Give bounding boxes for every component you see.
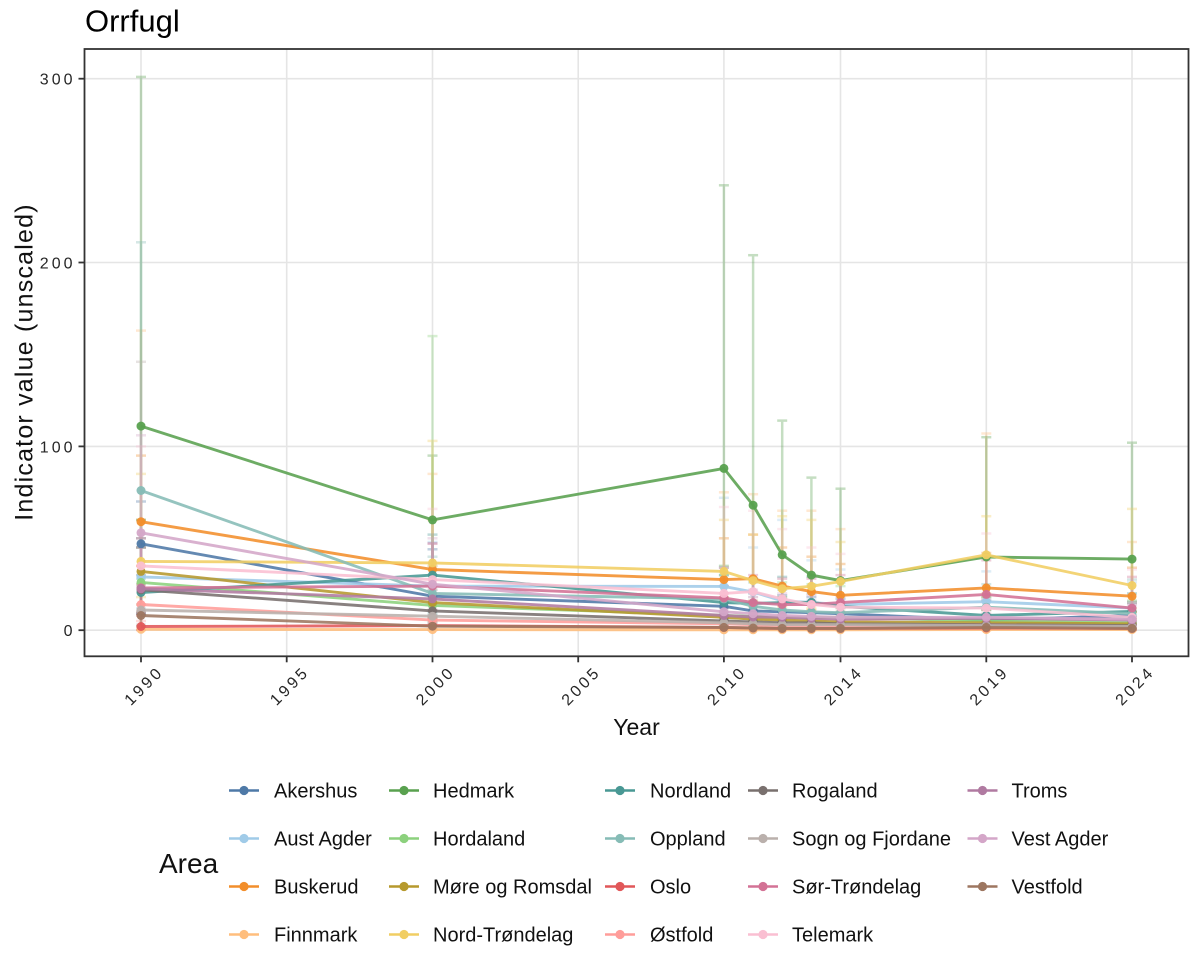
svg-text:Rogaland: Rogaland xyxy=(792,780,878,802)
svg-text:Akershus: Akershus xyxy=(274,780,357,802)
svg-text:200: 200 xyxy=(40,256,76,273)
svg-text:Møre og Romsdal: Møre og Romsdal xyxy=(433,876,592,898)
svg-text:Finnmark: Finnmark xyxy=(274,924,358,946)
svg-text:Buskerud: Buskerud xyxy=(274,876,359,898)
svg-text:Nord-Trøndelag: Nord-Trøndelag xyxy=(433,924,573,946)
svg-text:Oppland: Oppland xyxy=(650,828,726,850)
svg-text:Nordland: Nordland xyxy=(650,780,731,802)
svg-text:Sogn og Fjordane: Sogn og Fjordane xyxy=(792,828,951,850)
svg-text:Vestfold: Vestfold xyxy=(1012,876,1083,898)
svg-text:Sør-Trøndelag: Sør-Trøndelag xyxy=(792,876,921,898)
svg-text:Hedmark: Hedmark xyxy=(433,780,515,802)
svg-text:Indicator value (unscaled): Indicator value (unscaled) xyxy=(11,203,39,520)
svg-text:Orrfugl: Orrfugl xyxy=(85,4,180,39)
svg-text:Oslo: Oslo xyxy=(650,876,691,898)
svg-text:Østfold: Østfold xyxy=(650,924,713,946)
svg-text:Vest Agder: Vest Agder xyxy=(1012,828,1109,850)
svg-text:Aust Agder: Aust Agder xyxy=(274,828,372,850)
svg-text:Telemark: Telemark xyxy=(792,924,874,946)
svg-text:100: 100 xyxy=(40,439,76,456)
svg-text:Year: Year xyxy=(613,714,660,740)
svg-text:Troms: Troms xyxy=(1012,780,1068,802)
svg-text:Area: Area xyxy=(159,848,219,879)
svg-text:0: 0 xyxy=(64,623,76,640)
svg-text:300: 300 xyxy=(40,72,76,89)
svg-text:Hordaland: Hordaland xyxy=(433,828,525,850)
